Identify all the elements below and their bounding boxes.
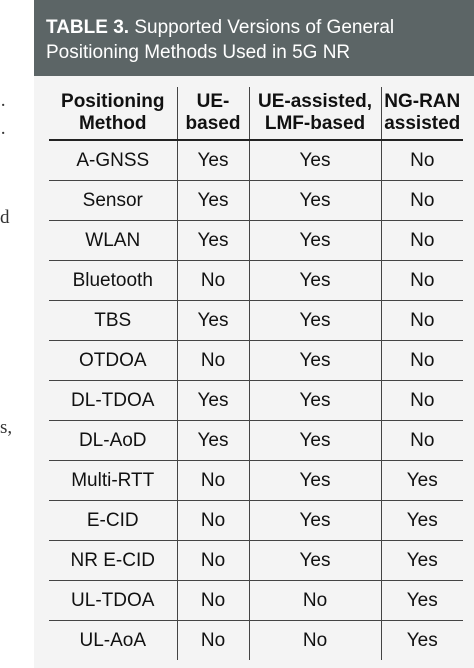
support-cell: No <box>380 260 463 301</box>
method-cell: WLAN <box>49 220 177 261</box>
header-line: Positioning <box>61 91 165 112</box>
table-row: OTDOA No Yes No <box>49 340 463 381</box>
table-row: Sensor Yes Yes No <box>49 180 463 221</box>
support-cell: No <box>176 340 249 381</box>
table-block: TABLE 3. Supported Versions of General P… <box>34 0 474 668</box>
support-cell: Yes <box>176 220 249 261</box>
positioning-methods-table: Positioning Method UE-based UE-assisted, L… <box>49 87 463 660</box>
table-row: DL-TDOA Yes Yes No <box>49 380 463 421</box>
table-row: NR E-CID No Yes Yes <box>49 540 463 581</box>
table-row: UL-TDOA No No Yes <box>49 580 463 621</box>
method-cell: UL-TDOA <box>49 580 177 621</box>
support-cell: Yes <box>176 140 249 181</box>
support-cell: Yes <box>248 140 381 181</box>
support-cell: Yes <box>380 460 463 501</box>
method-cell: DL-TDOA <box>49 380 177 421</box>
support-cell: No <box>380 180 463 221</box>
method-cell: E-CID <box>49 500 177 541</box>
header-line: Method <box>78 113 147 134</box>
support-cell: No <box>176 260 249 301</box>
table-row: UL-AoA No No Yes <box>49 620 463 660</box>
method-cell: DL-AoD <box>49 420 177 461</box>
support-cell: Yes <box>248 540 381 581</box>
table-row: A-GNSS Yes Yes No <box>49 140 463 181</box>
method-cell: Sensor <box>49 180 177 221</box>
table-row: WLAN Yes Yes No <box>49 220 463 261</box>
support-cell: No <box>176 500 249 541</box>
table-row: DL-AoD Yes Yes No <box>49 420 463 461</box>
header-line: LMF-based <box>264 113 366 134</box>
support-cell: No <box>380 220 463 261</box>
table-body: A-GNSS Yes Yes No Sensor Yes Yes No WLAN Yes Yes No… <box>49 140 463 660</box>
support-cell: Yes <box>248 300 381 341</box>
support-cell: Yes <box>248 220 381 261</box>
support-cell: Yes <box>248 420 381 461</box>
method-cell: Bluetooth <box>49 260 177 301</box>
margin-fragment: s, <box>0 417 13 438</box>
margin-fragment: d <box>0 207 10 228</box>
support-cell: Yes <box>176 300 249 341</box>
margin-fragment: · <box>0 95 7 116</box>
column-header: Positioning Method <box>49 87 177 141</box>
method-cell: UL-AoA <box>49 620 177 660</box>
table-row: E-CID No Yes Yes <box>49 500 463 541</box>
support-cell: Yes <box>248 380 381 421</box>
support-cell: No <box>380 300 463 341</box>
support-cell: Yes <box>248 180 381 221</box>
header-line: NG-RAN <box>384 91 461 112</box>
table-number: TABLE 3. <box>46 17 130 38</box>
column-header: NG-RAN assisted <box>380 87 463 141</box>
support-cell: Yes <box>176 420 249 461</box>
support-cell: No <box>380 140 463 181</box>
support-cell: No <box>248 580 381 621</box>
header-line: UE- <box>196 91 230 112</box>
support-cell: Yes <box>176 380 249 421</box>
support-cell: Yes <box>380 500 463 541</box>
support-cell: No <box>380 380 463 421</box>
table-row: Bluetooth No Yes No <box>49 260 463 301</box>
header-line: based <box>185 113 241 134</box>
margin-fragment: · <box>0 123 7 144</box>
support-cell: No <box>248 620 381 660</box>
support-cell: Yes <box>248 500 381 541</box>
support-cell: Yes <box>380 580 463 621</box>
method-cell: NR E-CID <box>49 540 177 581</box>
support-cell: Yes <box>380 620 463 660</box>
method-cell: A-GNSS <box>76 149 150 171</box>
method-cell: Multi-RTT <box>49 460 177 501</box>
support-cell: No <box>176 620 249 660</box>
support-cell: Yes <box>176 180 249 221</box>
table-row: TBS Yes Yes No <box>49 300 463 341</box>
support-cell: No <box>380 340 463 381</box>
support-cell: Yes <box>248 460 381 501</box>
support-cell: No <box>176 580 249 621</box>
method-cell: TBS <box>49 300 177 341</box>
table-caption: TABLE 3. Supported Versions of General P… <box>34 0 474 76</box>
header-line: UE-assisted, <box>257 91 373 112</box>
method-cell: OTDOA <box>49 340 177 381</box>
header-line: assisted <box>384 113 461 134</box>
support-cell: Yes <box>248 340 381 381</box>
table-title: Supported Versions of General Positionin… <box>46 17 395 63</box>
support-cell: Yes <box>248 260 381 301</box>
support-cell: No <box>176 540 249 581</box>
column-header: UE-based <box>176 87 249 141</box>
table-row: Multi-RTT No Yes Yes <box>49 460 463 501</box>
header-row: Positioning Method UE-based UE-assisted, L… <box>49 87 463 141</box>
support-cell: No <box>176 460 249 501</box>
support-cell: No <box>380 420 463 461</box>
support-cell: Yes <box>380 540 463 581</box>
column-header: UE-assisted, LMF-based <box>248 87 381 141</box>
